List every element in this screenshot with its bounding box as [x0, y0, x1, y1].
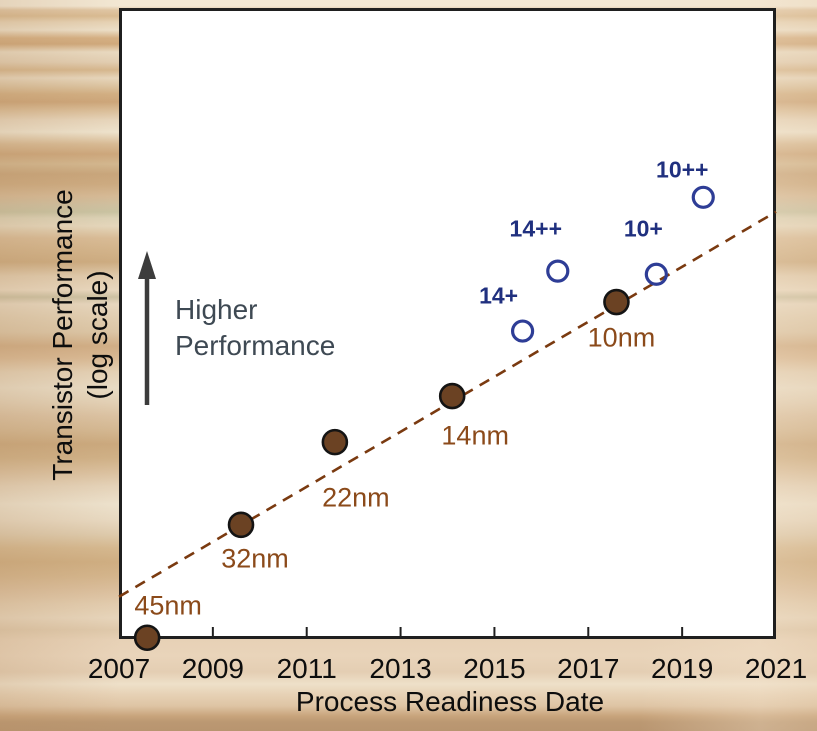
x-tick-label-2015: 2015	[463, 653, 526, 684]
data-point-10+	[644, 262, 668, 286]
x-tick-label-2021: 2021	[744, 653, 808, 684]
plot-area	[119, 8, 776, 639]
data-point-14nm	[438, 382, 466, 410]
x-tick-label-2009: 2009	[181, 653, 244, 684]
data-point-10++	[691, 185, 715, 209]
point-label-10nm: 10nm	[587, 322, 656, 353]
data-point-22nm	[321, 428, 349, 456]
y-axis-title-line2: (log scale)	[82, 270, 113, 400]
point-label-10+: 10+	[623, 215, 663, 242]
point-label-14+: 14+	[479, 282, 519, 309]
x-tick-label-2007: 2007	[87, 653, 151, 684]
x-tick-label-2013: 2013	[369, 653, 432, 684]
point-label-10++: 10++	[656, 156, 709, 183]
higher-performance-arrow-head	[138, 251, 156, 279]
higher-performance-annotation: Higher Performance	[175, 292, 335, 364]
y-axis-title: Transistor Performance (log scale)	[45, 165, 115, 505]
point-label-22nm: 22nm	[322, 482, 390, 513]
x-tick-label-2019: 2019	[650, 653, 714, 684]
x-tick-label-2011: 2011	[276, 653, 337, 684]
annotation-line1: Higher	[175, 294, 258, 325]
annotation-line2: Performance	[175, 330, 336, 361]
data-point-10nm	[603, 288, 630, 316]
point-label-14nm: 14nm	[441, 420, 509, 451]
y-axis-title-line1: Transistor Performance	[47, 189, 78, 481]
data-point-45nm	[133, 624, 161, 652]
point-label-32nm: 32nm	[221, 543, 289, 574]
point-label-14++: 14++	[509, 215, 563, 242]
data-point-32nm	[227, 511, 255, 539]
data-point-14+	[510, 319, 535, 343]
x-tick-label-2017: 2017	[557, 653, 620, 684]
point-label-45nm: 45nm	[134, 590, 202, 621]
x-axis-title: Process Readiness Date	[295, 686, 605, 717]
data-point-14++	[546, 259, 570, 283]
